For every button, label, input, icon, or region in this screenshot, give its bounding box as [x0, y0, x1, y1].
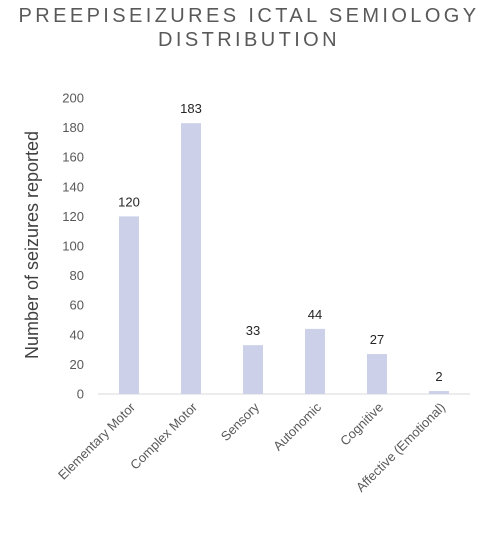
y-tick-label: 80: [70, 268, 84, 283]
bar-affective-emotional: [429, 391, 449, 394]
data-label: 120: [118, 194, 140, 209]
x-tick-label: Complex Motor: [127, 399, 200, 472]
data-label: 44: [308, 307, 322, 322]
bar-complex-motor: [181, 123, 201, 394]
y-axis-ticks: 0 20 40 60 80 100 120 140 160 180 200: [62, 91, 84, 402]
y-tick-label: 0: [77, 387, 84, 402]
chart-title-line-2: DISTRIBUTION: [158, 29, 340, 51]
y-tick-label: 160: [62, 150, 84, 165]
bar-autonomic: [305, 328, 325, 394]
bar-elementary-motor: [119, 216, 139, 394]
data-label: 2: [435, 369, 442, 384]
y-axis-label: Number of seizures reported: [22, 131, 42, 359]
data-labels: 120 183 33 44 27 2: [118, 101, 442, 384]
x-tick-label: Sensory: [218, 399, 263, 444]
x-tick-label: Cognitive: [337, 400, 386, 449]
x-tick-label: Elementary Motor: [55, 399, 139, 483]
chart-title-line-1: PREEPISEIZURES ICTAL SEMIOLOGY: [18, 5, 480, 27]
bar-cognitive: [367, 354, 387, 394]
x-tick-label: Autonomic: [270, 399, 324, 453]
y-tick-label: 20: [70, 357, 84, 372]
data-label: 27: [370, 332, 384, 347]
y-tick-label: 180: [62, 120, 84, 135]
data-label: 183: [180, 101, 202, 116]
y-tick-label: 40: [70, 327, 84, 342]
y-tick-label: 120: [62, 209, 84, 224]
y-tick-label: 100: [62, 239, 84, 254]
chart-title: PREEPISEIZURES ICTAL SEMIOLOGY DISTRIBUT…: [0, 4, 498, 52]
y-tick-label: 60: [70, 298, 84, 313]
bars: [119, 123, 449, 394]
y-tick-label: 140: [62, 179, 84, 194]
bar-sensory: [243, 345, 263, 394]
data-label: 33: [246, 323, 260, 338]
y-tick-label: 200: [62, 91, 84, 106]
